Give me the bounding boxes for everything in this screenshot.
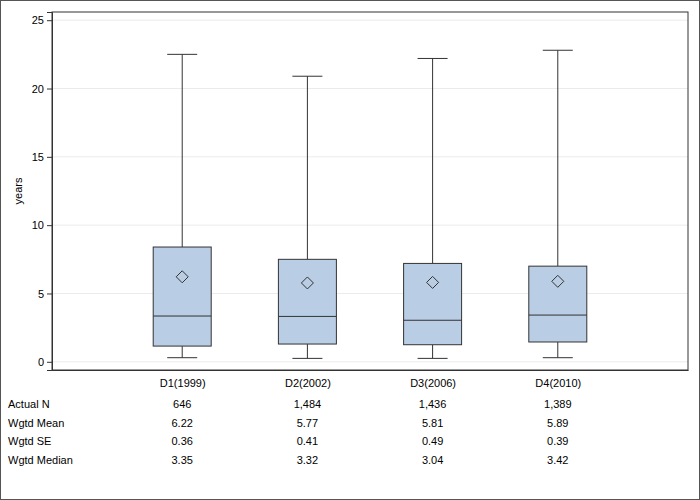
lower-whisker	[182, 346, 183, 358]
lower-cap	[167, 357, 197, 358]
box-group	[404, 58, 462, 358]
stat-value: 5.77	[297, 417, 318, 429]
y-tick: 5	[38, 288, 52, 300]
grid-line	[52, 225, 688, 226]
x-tick-label: D3(2006)	[410, 377, 456, 389]
row-label: Wgtd SE	[8, 435, 51, 447]
stat-value: 0.41	[297, 435, 318, 447]
y-tick: 20	[32, 83, 52, 95]
grid-line	[52, 361, 688, 362]
stat-value: 1,389	[544, 398, 572, 410]
lower-cap	[418, 358, 448, 359]
y-tick-mark	[47, 20, 52, 21]
stat-value: 0.36	[171, 435, 192, 447]
upper-whisker	[307, 76, 308, 259]
lower-whisker	[557, 342, 558, 358]
box	[153, 247, 211, 346]
median-line	[529, 315, 587, 316]
stat-value: 3.32	[297, 454, 318, 466]
lower-whisker	[307, 344, 308, 358]
y-tick-label: 10	[32, 219, 44, 231]
y-tick-label: 20	[32, 83, 44, 95]
lower-cap	[543, 357, 573, 358]
stat-value: 5.89	[547, 417, 568, 429]
y-tick-label: 5	[38, 288, 44, 300]
stat-value: 0.39	[547, 435, 568, 447]
y-tick: 10	[32, 219, 52, 231]
y-tick-mark	[47, 225, 52, 226]
x-tick: D3(2006)	[410, 370, 456, 389]
upper-whisker	[182, 54, 183, 247]
x-tick: D4(2010)	[535, 370, 581, 389]
box-group	[529, 50, 587, 357]
median-line	[278, 316, 336, 317]
stat-value: 5.81	[422, 417, 443, 429]
grid-line	[52, 293, 688, 294]
stats-table: Actual N 646 1,484 1,436 1,389 Wgtd Mean 6.22 5…	[8, 398, 572, 466]
grid-line	[52, 156, 688, 157]
y-tick-mark	[47, 89, 52, 90]
x-tick-label: D4(2010)	[535, 377, 581, 389]
y-tick: 15	[32, 151, 52, 163]
y-tick-label: 15	[32, 151, 44, 163]
mean-marker	[427, 276, 439, 288]
stat-value: 646	[173, 398, 191, 410]
y-tick: 0	[38, 356, 52, 368]
x-axis-line	[53, 370, 689, 371]
mean-marker	[301, 277, 313, 289]
stat-value: 6.22	[171, 417, 192, 429]
grid	[52, 20, 688, 362]
mean-marker	[552, 275, 564, 287]
stat-value: 0.49	[422, 435, 443, 447]
y-tick-mark	[47, 362, 52, 363]
y-tick-label: 25	[32, 14, 44, 26]
chart: 0510152025yearsD1(1999)D2(2002)D3(2006)D…	[0, 0, 700, 500]
box-group	[153, 54, 211, 357]
y-tick-mark	[47, 293, 52, 294]
row-label: Wgtd Mean	[8, 417, 64, 429]
upper-whisker	[432, 58, 433, 263]
upper-cap	[543, 50, 573, 51]
plot-frame	[52, 12, 688, 370]
box	[404, 263, 462, 344]
y-tick-mark	[47, 157, 52, 158]
box	[529, 266, 587, 342]
x-tick: D1(1999)	[160, 370, 206, 389]
grid-line	[52, 88, 688, 89]
y-tick: 25	[32, 14, 52, 26]
y-axis-line	[47, 13, 53, 371]
boxes	[153, 50, 587, 358]
upper-whisker	[557, 50, 558, 266]
row-label: Actual N	[8, 398, 50, 410]
box	[278, 259, 336, 344]
x-tick-label: D1(1999)	[160, 377, 206, 389]
stat-value: 1,436	[419, 398, 447, 410]
x-tick-label: D2(2002)	[285, 377, 331, 389]
mean-marker	[176, 271, 188, 283]
stat-value: 1,484	[294, 398, 322, 410]
upper-cap	[418, 58, 448, 59]
x-axis: D1(1999) D2(2002) D3(2006) D4(2010)	[53, 370, 689, 389]
y-axis-title: years	[12, 177, 24, 204]
stat-value: 3.42	[547, 454, 568, 466]
upper-cap	[292, 76, 322, 77]
y-axis: 0 5 10 15 20 25	[32, 13, 53, 371]
median-line	[153, 316, 211, 317]
outer-border	[1, 1, 700, 500]
row-label: Wgtd Median	[8, 454, 73, 466]
box-group	[278, 76, 336, 358]
median-line	[404, 320, 462, 321]
y-tick-label: 0	[38, 356, 44, 368]
grid-line	[52, 20, 688, 21]
stat-value: 3.04	[422, 454, 443, 466]
upper-cap	[167, 54, 197, 55]
stat-value: 3.35	[171, 454, 192, 466]
lower-whisker	[432, 345, 433, 359]
lower-cap	[292, 358, 322, 359]
x-tick: D2(2002)	[285, 370, 331, 389]
